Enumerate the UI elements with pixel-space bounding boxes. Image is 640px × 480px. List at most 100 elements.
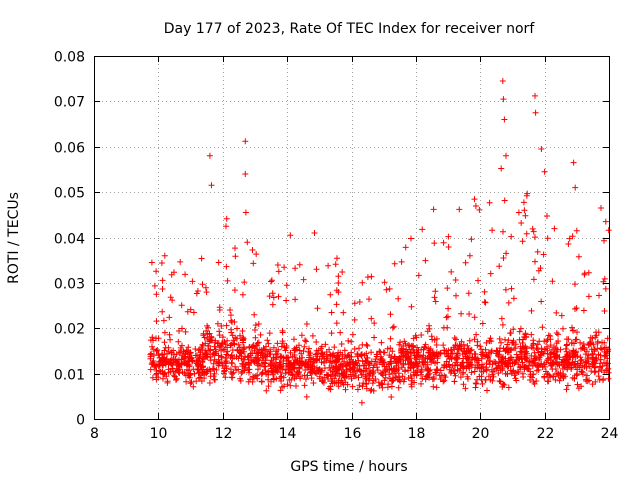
data-point (587, 334, 594, 341)
data-point (290, 365, 297, 372)
data-point (521, 207, 528, 214)
data-point (349, 383, 356, 390)
data-point (359, 383, 366, 390)
data-point (263, 387, 270, 394)
data-point (314, 350, 321, 357)
data-point (558, 312, 565, 319)
data-point (215, 259, 222, 266)
data-point (430, 383, 437, 390)
data-point (222, 355, 229, 362)
data-point (325, 376, 331, 382)
data-point (249, 247, 256, 253)
data-point (237, 375, 243, 382)
data-point (184, 362, 191, 369)
data-point (387, 311, 394, 318)
data-point (270, 344, 277, 351)
data-point (250, 373, 256, 380)
data-point (463, 355, 470, 362)
data-point (539, 324, 546, 331)
data-point (588, 368, 595, 375)
data-point (234, 346, 241, 353)
data-point (594, 345, 601, 352)
data-point-peak (570, 159, 577, 166)
data-point (585, 360, 592, 367)
data-point (239, 328, 246, 334)
data-point (571, 340, 577, 347)
data-point (161, 351, 168, 358)
data-point (356, 382, 363, 389)
data-point (252, 322, 259, 329)
data-point (432, 369, 439, 376)
data-point (570, 348, 577, 355)
data-point (252, 354, 259, 361)
data-point (166, 331, 173, 338)
data-point (413, 334, 420, 341)
data-point (419, 375, 426, 382)
data-point (422, 376, 429, 383)
y-tick-label: 0.01 (54, 368, 85, 384)
data-point (466, 337, 473, 344)
data-point (589, 361, 596, 368)
data-point (508, 233, 515, 240)
data-point (547, 351, 554, 358)
data-point (333, 354, 340, 361)
data-point (475, 277, 481, 284)
data-point (189, 358, 196, 365)
data-point (533, 345, 540, 351)
data-point (519, 340, 526, 346)
data-point (198, 255, 205, 262)
data-point (575, 385, 582, 392)
data-point (444, 324, 451, 331)
data-point (285, 357, 292, 364)
data-point (335, 377, 342, 384)
data-point (563, 342, 570, 349)
data-point (457, 362, 464, 368)
data-point (510, 326, 517, 333)
data-point (383, 363, 390, 370)
data-point (232, 253, 239, 260)
data-point (165, 348, 172, 355)
data-point (434, 355, 441, 362)
data-point (349, 331, 356, 338)
data-point (588, 346, 595, 353)
data-point (537, 265, 544, 272)
data-point (374, 367, 381, 374)
data-point (530, 228, 537, 235)
data-point (197, 349, 204, 356)
data-point (472, 203, 479, 209)
data-point (387, 360, 394, 367)
data-point (338, 370, 345, 377)
data-point (335, 383, 342, 390)
data-point (223, 215, 230, 222)
data-point-peak (602, 218, 609, 225)
data-point (259, 350, 266, 357)
data-point (541, 373, 548, 380)
data-point (308, 375, 315, 382)
data-point (476, 373, 483, 380)
data-point (316, 375, 323, 382)
data-point-peak (456, 206, 463, 213)
data-point (271, 366, 278, 373)
data-point (454, 350, 461, 357)
data-point (478, 364, 485, 371)
data-point (512, 375, 519, 382)
data-point (502, 336, 508, 343)
data-point (224, 277, 231, 284)
data-point (519, 238, 526, 245)
data-point (272, 356, 279, 363)
data-point (508, 285, 515, 292)
data-point (560, 371, 567, 378)
data-point (453, 336, 459, 343)
data-point (605, 227, 612, 234)
data-point (187, 349, 194, 356)
data-point (313, 339, 320, 345)
data-point (292, 296, 299, 303)
data-point (402, 367, 409, 374)
data-point (239, 291, 246, 298)
x-tick-label: 18 (408, 426, 426, 442)
data-point (368, 273, 375, 280)
data-point (385, 381, 392, 388)
data-point (227, 354, 234, 360)
data-point (254, 375, 261, 382)
data-point (147, 366, 154, 373)
